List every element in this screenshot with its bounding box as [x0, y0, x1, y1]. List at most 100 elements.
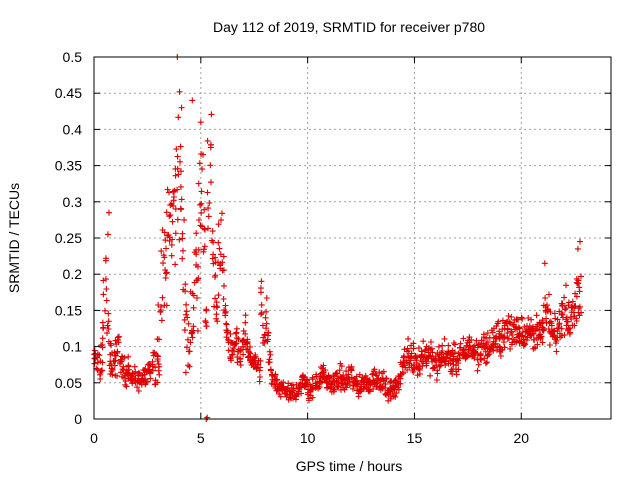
data-point: [558, 310, 565, 317]
chart-title: Day 112 of 2019, SRMTID for receiver p78…: [213, 19, 485, 35]
data-point: [178, 168, 184, 175]
data-point: [199, 166, 206, 173]
data-point: [256, 378, 263, 385]
data-point: [255, 357, 262, 364]
y-axis-label: SRMTID / TECUs: [6, 183, 22, 293]
data-point: [392, 393, 399, 400]
data-point: [492, 340, 499, 347]
data-point: [348, 374, 355, 381]
data-point: [485, 351, 492, 358]
data-point: [201, 243, 208, 250]
data-point: [208, 179, 214, 186]
y-tick-label: 0.25: [55, 230, 82, 246]
data-point: [205, 205, 212, 212]
data-point: [189, 334, 196, 341]
data-point: [167, 212, 174, 219]
data-point: [97, 376, 104, 382]
data-point: [496, 335, 503, 342]
data-point: [204, 414, 211, 421]
data-point: [194, 295, 200, 301]
data-point: [103, 297, 110, 304]
data-point: [173, 146, 180, 153]
data-point: [298, 390, 305, 397]
data-point: [428, 345, 435, 352]
data-point: [175, 171, 182, 178]
data-point: [423, 358, 430, 365]
data-point: [163, 302, 170, 309]
data-point: [496, 343, 503, 350]
data-point: [240, 351, 247, 358]
data-point: [227, 331, 234, 337]
data-point: [460, 335, 467, 342]
data-point: [445, 342, 452, 349]
data-point: [427, 372, 434, 379]
data-point: [345, 371, 352, 378]
data-point: [263, 308, 270, 315]
data-point: [201, 206, 208, 213]
data-point: [303, 377, 310, 383]
data-point: [415, 345, 422, 352]
data-point: [322, 367, 329, 373]
data-point: [534, 341, 541, 348]
data-point: [519, 315, 526, 322]
data-point: [177, 158, 183, 165]
data-point: [481, 355, 488, 362]
data-point: [334, 384, 341, 391]
data-point: [142, 376, 149, 383]
data-point: [207, 162, 214, 169]
data-point: [261, 331, 268, 338]
data-point: [228, 357, 235, 364]
data-point: [571, 322, 578, 329]
data-point: [568, 316, 575, 322]
data-point: [507, 320, 514, 327]
data-point: [106, 209, 112, 216]
data-point: [202, 226, 208, 233]
data-point: [168, 252, 175, 259]
data-point: [135, 388, 142, 394]
data-point: [225, 347, 232, 354]
data-point: [189, 97, 196, 104]
data-point: [253, 366, 260, 373]
data-point: [94, 366, 101, 373]
data-point: [475, 361, 482, 368]
data-point: [455, 360, 462, 367]
data-point: [429, 349, 436, 356]
data-point: [179, 255, 186, 262]
y-tick-label: 0.45: [55, 85, 82, 101]
data-point: [175, 114, 182, 121]
data-point: [433, 377, 440, 383]
data-point: [219, 210, 225, 217]
data-point: [267, 351, 274, 358]
data-point: [439, 348, 446, 354]
data-point: [441, 335, 448, 342]
data-point: [507, 345, 514, 352]
data-point: [474, 367, 481, 374]
data-point: [324, 380, 331, 387]
data-point: [216, 245, 223, 252]
data-point: [258, 309, 265, 316]
data-point: [548, 322, 555, 329]
data-point: [112, 357, 119, 364]
data-point: [200, 246, 207, 253]
axis-ticks: [93, 56, 611, 420]
data-point: [500, 333, 507, 340]
data-point: [478, 357, 485, 363]
data-point: [220, 267, 227, 274]
y-tick-label: 0: [74, 411, 82, 427]
x-tick-label: 10: [300, 430, 316, 446]
data-point: [419, 363, 426, 370]
data-point: [500, 339, 507, 346]
data-point: [222, 302, 229, 309]
data-point: [169, 236, 176, 243]
data-point: [233, 329, 240, 336]
data-point: [170, 202, 177, 209]
data-point: [154, 379, 161, 386]
data-point: [104, 231, 111, 238]
data-point: [274, 376, 280, 383]
data-point: [102, 276, 109, 283]
data-point: [544, 308, 551, 315]
x-tick-label: 20: [513, 430, 529, 446]
data-point: [348, 363, 355, 370]
data-point: [99, 319, 106, 326]
